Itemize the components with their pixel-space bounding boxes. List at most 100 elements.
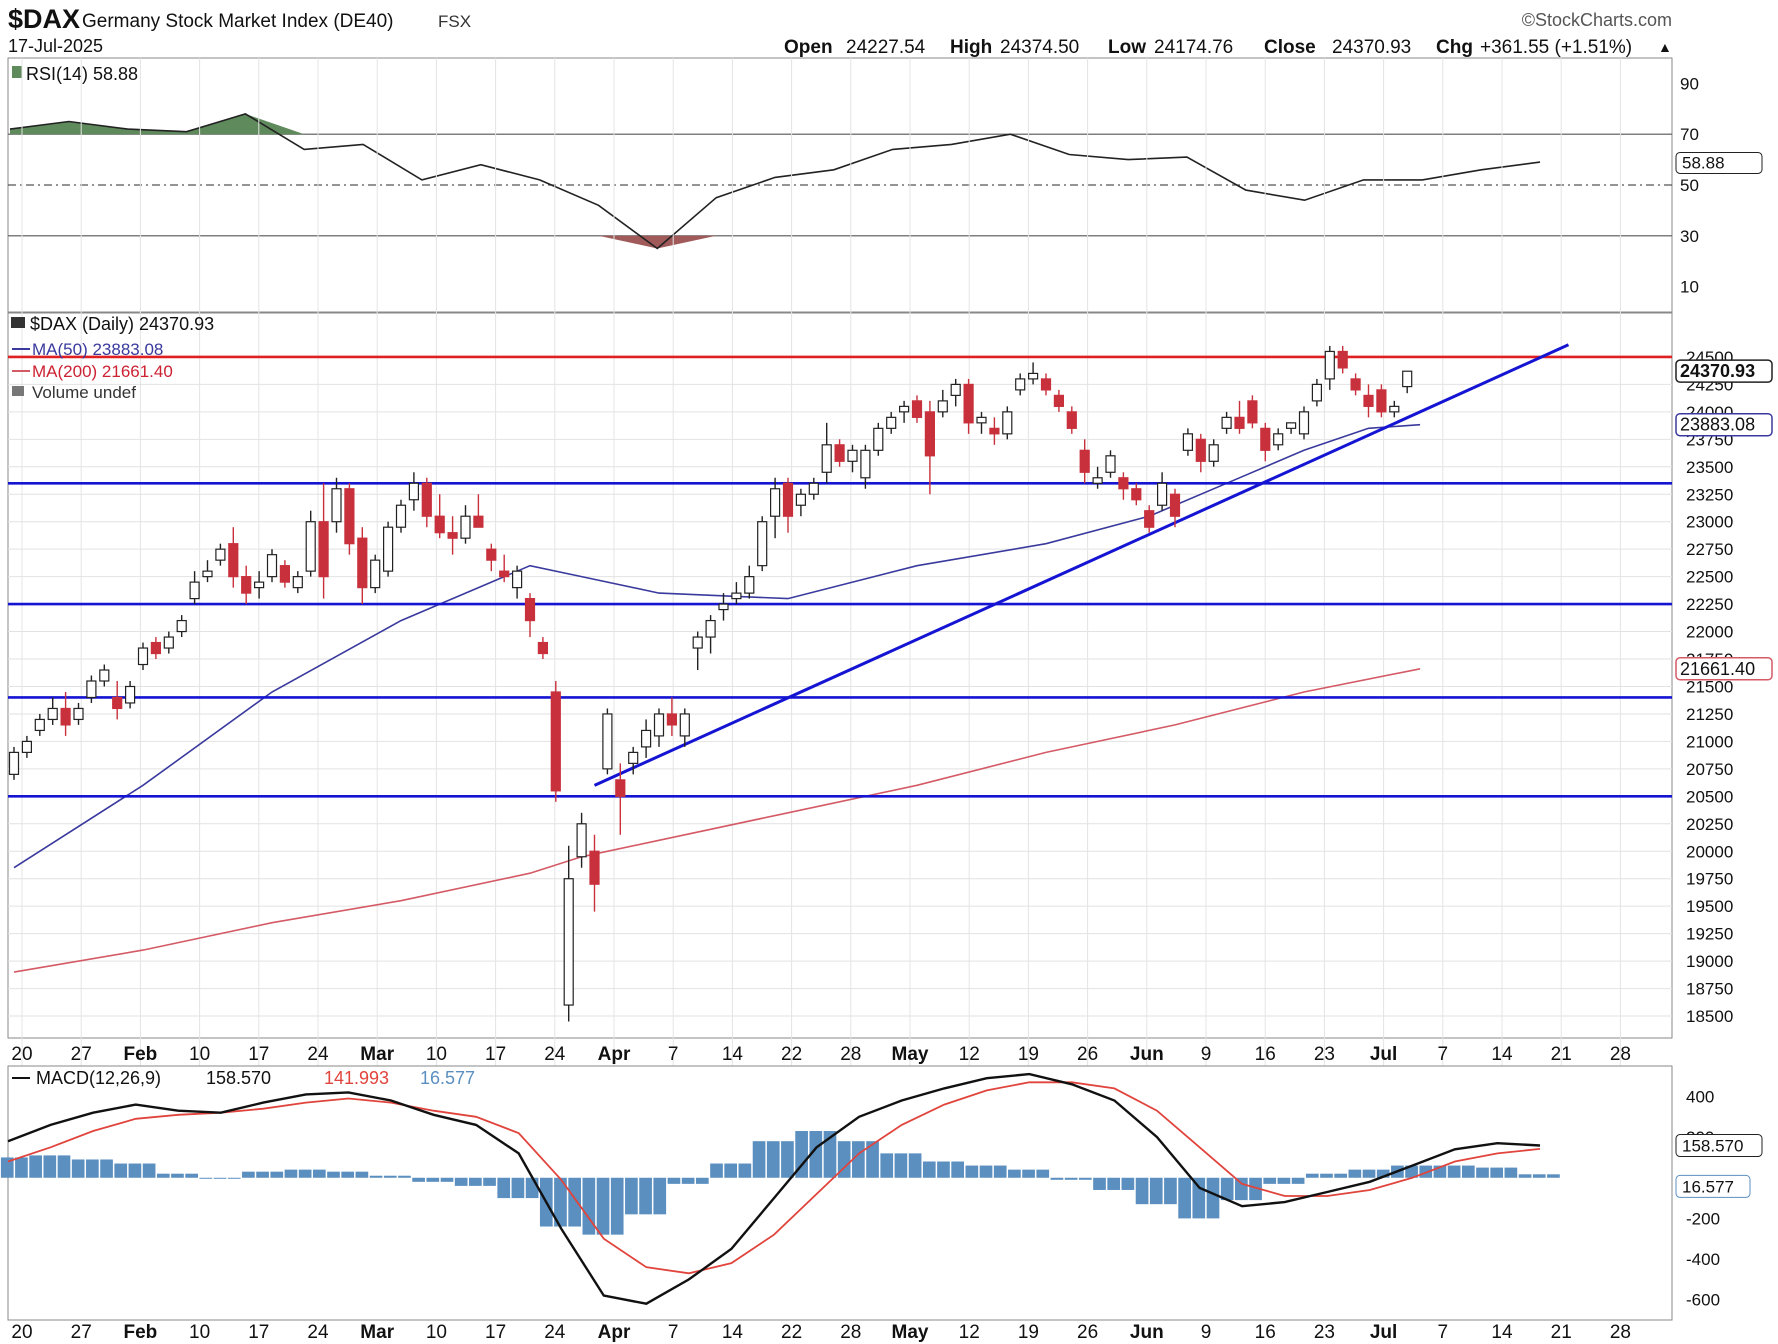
candle-body bbox=[744, 576, 755, 594]
chg-label: Chg bbox=[1436, 37, 1473, 58]
candle bbox=[189, 571, 200, 605]
ma200-last-label: 21661.40 bbox=[1680, 659, 1755, 679]
candle bbox=[1402, 370, 1413, 394]
candle bbox=[1285, 422, 1297, 434]
macd-hist-bar bbox=[1476, 1167, 1489, 1178]
candle bbox=[344, 483, 355, 555]
candle bbox=[782, 477, 794, 533]
candle bbox=[137, 642, 149, 671]
candle bbox=[318, 483, 329, 599]
candle bbox=[1324, 345, 1335, 390]
x-tick-label-bottom: 10 bbox=[189, 1322, 210, 1343]
price-tick-label: 20250 bbox=[1686, 815, 1733, 834]
macd-hist-bar bbox=[483, 1177, 496, 1186]
price-tick-label: 20000 bbox=[1686, 842, 1733, 861]
candle-body bbox=[1015, 378, 1026, 391]
macd-panel: -600-400-200200400MACD(12,26,9)158.57014… bbox=[0, 1065, 1763, 1321]
candle bbox=[305, 510, 316, 577]
x-tick-label: 21 bbox=[1551, 1044, 1572, 1065]
candle-body bbox=[537, 641, 549, 655]
candle bbox=[744, 565, 755, 599]
price-tick-label: 19500 bbox=[1686, 897, 1733, 916]
candle-body bbox=[1182, 433, 1194, 451]
x-tick-label-bottom: Mar bbox=[360, 1322, 394, 1343]
macd-hist-bar bbox=[1078, 1177, 1092, 1180]
macd-hist-bar bbox=[1206, 1177, 1220, 1219]
low-value: 24174.76 bbox=[1154, 37, 1233, 58]
candle-body bbox=[731, 592, 742, 600]
macd-hist-bar bbox=[752, 1141, 766, 1178]
macd-hist-bar bbox=[625, 1177, 638, 1215]
candle bbox=[666, 697, 678, 736]
candle-body bbox=[421, 482, 432, 517]
macd-hist-bar bbox=[852, 1141, 865, 1178]
candle bbox=[1182, 428, 1194, 456]
candle bbox=[795, 488, 807, 517]
macd-hist-bar bbox=[1532, 1174, 1546, 1178]
macd-hist-bar bbox=[1093, 1177, 1106, 1190]
macd-hist-bar bbox=[965, 1165, 979, 1178]
macd-hist-bar bbox=[993, 1165, 1007, 1178]
candle-body bbox=[215, 548, 226, 561]
macd-hist-bar bbox=[639, 1177, 652, 1215]
candle bbox=[1105, 450, 1116, 478]
candle-body bbox=[124, 685, 136, 704]
candle bbox=[473, 494, 484, 528]
candle bbox=[228, 527, 239, 588]
candle-body bbox=[21, 740, 32, 753]
x-tick-label: 14 bbox=[722, 1044, 744, 1065]
candle bbox=[1066, 406, 1077, 434]
candle-body bbox=[1402, 370, 1413, 388]
copyright: ©StockCharts.com bbox=[1522, 10, 1672, 30]
candle-body bbox=[1027, 372, 1039, 380]
candle-body bbox=[34, 718, 45, 732]
candle bbox=[537, 637, 549, 660]
macd-hist-bar bbox=[0, 1157, 14, 1178]
macd-tick-label: -600 bbox=[1686, 1291, 1720, 1310]
candle-body bbox=[757, 521, 768, 567]
x-tick-label: Mar bbox=[360, 1044, 394, 1065]
candle-body bbox=[1053, 394, 1065, 407]
candle-body bbox=[860, 449, 871, 479]
candle-body bbox=[47, 707, 58, 721]
candle-body bbox=[886, 416, 897, 429]
macd-hist-bar bbox=[823, 1131, 837, 1178]
candle-body bbox=[99, 669, 110, 682]
candle bbox=[860, 444, 871, 489]
candle-body bbox=[1234, 416, 1245, 429]
candle-body bbox=[486, 548, 497, 561]
macd-hist-bar bbox=[653, 1177, 667, 1215]
x-tick-label-bottom: 19 bbox=[1018, 1322, 1039, 1343]
ma50-legend: MA(50) 23883.08 bbox=[32, 340, 163, 359]
candle-body bbox=[1169, 493, 1181, 517]
candle bbox=[1298, 406, 1310, 440]
x-tick-label-bottom: 21 bbox=[1551, 1322, 1572, 1343]
macd-hist-bar bbox=[1362, 1169, 1376, 1178]
macd-hist-bar bbox=[894, 1153, 908, 1178]
x-tick-label-bottom: 28 bbox=[840, 1322, 861, 1343]
price-tick-label: 23500 bbox=[1686, 458, 1733, 477]
x-tick-label-bottom: 28 bbox=[1610, 1322, 1631, 1343]
x-tick-label: 17 bbox=[248, 1044, 269, 1065]
macd-hist-bar bbox=[681, 1177, 695, 1184]
macd-hist-bar bbox=[1121, 1177, 1135, 1190]
candle-body bbox=[1389, 405, 1400, 413]
open-label: Open bbox=[784, 37, 833, 58]
ma50-last-label-box bbox=[1675, 412, 1773, 437]
candle-body bbox=[563, 878, 574, 1006]
price-legend-title: $DAX (Daily) 24370.93 bbox=[30, 314, 214, 334]
candle-body bbox=[1002, 411, 1013, 435]
x-tick-label: 19 bbox=[1018, 1044, 1039, 1065]
x-tick-label-bottom: 26 bbox=[1077, 1322, 1098, 1343]
ma50-last-label: 23883.08 bbox=[1680, 415, 1755, 435]
candle bbox=[34, 713, 45, 736]
x-tick-label: Apr bbox=[598, 1044, 631, 1065]
candle-body bbox=[1066, 411, 1077, 429]
candle-body bbox=[1285, 422, 1297, 429]
macd-hist-bar bbox=[1376, 1169, 1390, 1178]
candle-body bbox=[615, 779, 626, 797]
macd-line bbox=[7, 1072, 1541, 1305]
candle-body bbox=[782, 482, 794, 517]
candle-body bbox=[1247, 400, 1258, 424]
x-tick-label: 23 bbox=[1314, 1044, 1335, 1065]
